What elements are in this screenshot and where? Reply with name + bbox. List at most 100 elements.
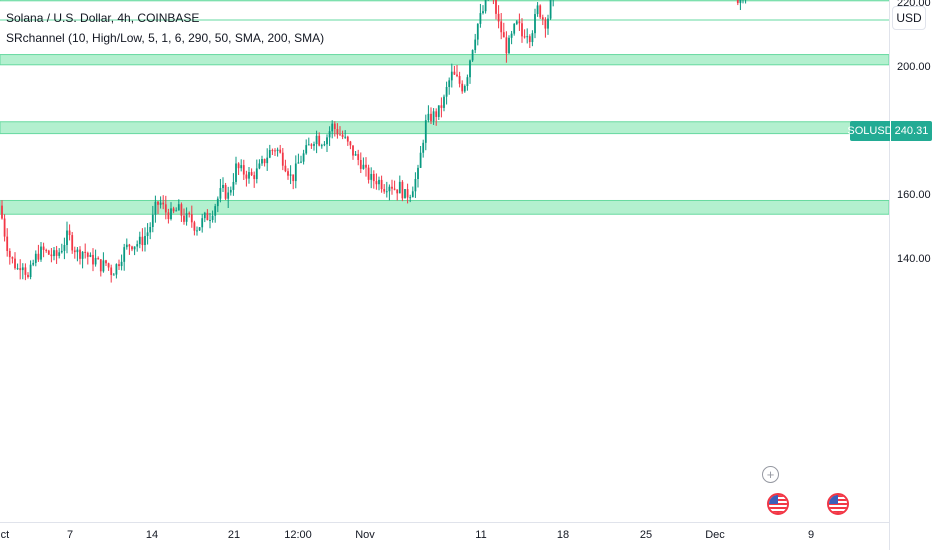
time-tick-label: 18	[556, 529, 570, 541]
candle-body	[398, 181, 401, 194]
candle-body	[118, 264, 120, 267]
candle-body	[229, 189, 232, 193]
candle-body	[68, 230, 71, 236]
candle-body	[328, 131, 331, 138]
candle-body	[193, 222, 196, 231]
us-flag-event-icon[interactable]	[767, 493, 789, 515]
candle-body	[476, 23, 479, 40]
candle-body	[456, 74, 458, 77]
price-tick-label: 200.00	[897, 61, 931, 73]
candle-body	[110, 267, 113, 275]
candle-body	[34, 253, 37, 263]
candle-body	[432, 111, 435, 122]
candle-body	[102, 260, 105, 272]
time-tick-label: 14	[145, 529, 159, 541]
candle-body	[523, 36, 526, 38]
candle-body	[99, 259, 102, 272]
candle-body	[292, 174, 295, 182]
candle-body	[505, 37, 508, 54]
candle-body	[131, 246, 133, 250]
candle-body	[157, 201, 159, 205]
candle-body	[58, 252, 61, 256]
candle-body	[458, 76, 461, 84]
candle-body	[534, 14, 536, 34]
time-tick-label: Nov	[355, 529, 375, 541]
us-flag-event-icon[interactable]	[827, 493, 849, 515]
chart-pane[interactable]	[0, 0, 889, 522]
candle-body	[463, 86, 466, 92]
candle-body	[305, 145, 308, 154]
candle-body	[333, 123, 336, 130]
candle-body	[331, 123, 334, 132]
candle-body	[71, 235, 74, 251]
candle-body	[320, 145, 323, 147]
candle-body	[500, 21, 503, 33]
candle-body	[396, 189, 399, 194]
candle-body	[294, 163, 297, 182]
candle-body	[185, 213, 188, 222]
candle-body	[227, 192, 230, 199]
candle-body	[24, 267, 27, 275]
candle-body	[453, 71, 456, 75]
candle-body	[149, 226, 152, 233]
candle-body	[240, 165, 243, 169]
candle-body	[201, 218, 204, 228]
candle-body	[430, 113, 432, 122]
candle-body	[245, 174, 248, 179]
candle-body	[437, 105, 440, 117]
candle-body	[365, 164, 367, 168]
candle-body	[549, 0, 552, 19]
candle-body	[42, 246, 45, 250]
candle-body	[32, 262, 35, 265]
time-tick-label: 11	[475, 529, 487, 541]
candle-body	[307, 144, 310, 146]
candle-body	[97, 257, 100, 260]
candle-body	[40, 246, 42, 260]
candle-body	[84, 251, 87, 253]
candle-body	[531, 33, 534, 43]
symbol-title[interactable]: Solana / U.S. Dollar, 4h, COINBASE	[6, 11, 200, 25]
plus-circle-icon[interactable]: +	[762, 466, 779, 483]
candle-body	[302, 153, 305, 162]
candle-body	[206, 212, 209, 221]
candle-body	[133, 246, 136, 250]
support-zone	[0, 54, 889, 66]
candle-body	[471, 50, 474, 61]
candle-body	[253, 175, 256, 180]
candle-body	[370, 173, 373, 180]
candle-body	[445, 86, 448, 97]
candle-body	[159, 202, 162, 205]
candle-body	[268, 150, 271, 158]
candle-body	[359, 159, 362, 169]
candle-body	[391, 186, 393, 189]
candle-body	[521, 23, 523, 37]
candle-body	[21, 267, 24, 271]
candle-body	[45, 249, 48, 251]
candle-body	[60, 250, 63, 253]
candle-body	[518, 21, 521, 24]
candlestick-chart[interactable]	[0, 0, 889, 522]
candle-body	[536, 5, 539, 15]
currency-button[interactable]: USD	[892, 6, 926, 30]
candle-body	[383, 189, 386, 192]
support-zone	[0, 199, 889, 215]
candle-body	[318, 135, 321, 146]
time-tick-label: 21	[227, 529, 241, 541]
last-price-tag: 240.31	[891, 121, 932, 141]
candle-body	[352, 145, 354, 156]
candle-body	[547, 18, 549, 29]
price-axis[interactable]	[889, 0, 932, 550]
candle-body	[502, 32, 505, 38]
candle-body	[344, 136, 347, 138]
candle-body	[154, 201, 157, 215]
candle-body	[357, 154, 360, 160]
candle-body	[81, 251, 84, 259]
time-axis[interactable]	[0, 522, 889, 551]
candle-body	[479, 13, 482, 24]
indicator-legend[interactable]: SRchannel (10, High/Low, 5, 1, 6, 290, 5…	[6, 31, 325, 45]
candle-body	[484, 0, 487, 12]
candle-body	[739, 0, 742, 4]
candle-body	[385, 191, 388, 193]
candle-body	[284, 165, 287, 172]
time-tick-label: Oct	[0, 529, 10, 541]
